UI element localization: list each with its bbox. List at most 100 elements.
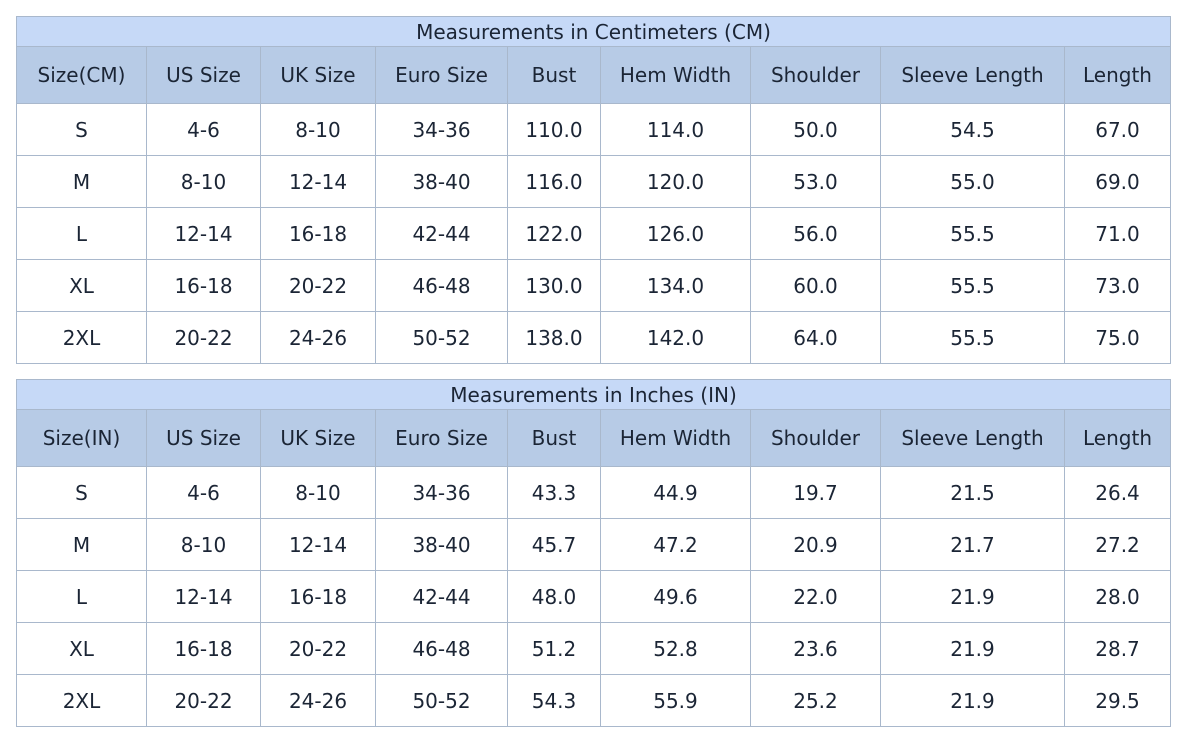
cell: 24-26 bbox=[260, 311, 376, 364]
cell: 138.0 bbox=[507, 311, 601, 364]
column-header: US Size bbox=[146, 409, 261, 467]
cell: 48.0 bbox=[507, 570, 601, 623]
cell: M bbox=[16, 155, 147, 208]
cell: 67.0 bbox=[1064, 103, 1171, 156]
cell: 20.9 bbox=[750, 518, 881, 571]
cell: 44.9 bbox=[600, 466, 751, 519]
cell: 21.9 bbox=[880, 674, 1065, 727]
column-header: Size(CM) bbox=[16, 46, 147, 104]
cell: 20-22 bbox=[260, 622, 376, 675]
cell: S bbox=[16, 466, 147, 519]
cell: 8-10 bbox=[260, 466, 376, 519]
column-header: UK Size bbox=[260, 409, 376, 467]
cell: 12-14 bbox=[146, 570, 261, 623]
cell: 20-22 bbox=[260, 259, 376, 312]
cell: 56.0 bbox=[750, 207, 881, 260]
column-header: Euro Size bbox=[375, 46, 508, 104]
cell: 42-44 bbox=[375, 570, 508, 623]
column-header: Length bbox=[1064, 46, 1171, 104]
cell: 21.9 bbox=[880, 622, 1065, 675]
cell: 12-14 bbox=[260, 518, 376, 571]
header-row: Size(IN) US Size UK Size Euro Size Bust Hem W… bbox=[16, 409, 1172, 467]
cell: 2XL bbox=[16, 674, 147, 727]
cell: 120.0 bbox=[600, 155, 751, 208]
cell: 110.0 bbox=[507, 103, 601, 156]
cell: 50.0 bbox=[750, 103, 881, 156]
cell: 46-48 bbox=[375, 622, 508, 675]
cell: 38-40 bbox=[375, 518, 508, 571]
cell: 55.5 bbox=[880, 207, 1065, 260]
cell: 71.0 bbox=[1064, 207, 1171, 260]
cell: 8-10 bbox=[146, 518, 261, 571]
column-header: UK Size bbox=[260, 46, 376, 104]
cell: 50-52 bbox=[375, 674, 508, 727]
cell: 50-52 bbox=[375, 311, 508, 364]
cell: 8-10 bbox=[260, 103, 376, 156]
cell: 55.0 bbox=[880, 155, 1065, 208]
data-row: XL 16-18 20-22 46-48 130.0 134.0 60.0 55.5 73.0 bbox=[16, 259, 1171, 312]
cell: L bbox=[16, 207, 147, 260]
cell: 20-22 bbox=[146, 674, 261, 727]
cell: 24-26 bbox=[260, 674, 376, 727]
cell: 23.6 bbox=[750, 622, 881, 675]
header-row: Size(CM) US Size UK Size Euro Size Bust Hem W… bbox=[16, 46, 1171, 104]
cell: 28.0 bbox=[1063, 570, 1172, 623]
cell: 126.0 bbox=[600, 207, 751, 260]
size-table: Measurements in Inches (IN) Size(IN) US Si… bbox=[15, 379, 1172, 727]
cell: 19.7 bbox=[750, 466, 881, 519]
cell: 54.5 bbox=[880, 103, 1065, 156]
column-header: Shoulder bbox=[750, 409, 881, 467]
data-row: XL 16-18 20-22 46-48 51.2 52.8 23.6 21.9 28.7 bbox=[16, 622, 1172, 675]
cell: 38-40 bbox=[375, 155, 508, 208]
data-row: L 12-14 16-18 42-44 48.0 49.6 22.0 21.9 28.0 bbox=[16, 570, 1172, 623]
cell: 29.5 bbox=[1063, 674, 1172, 727]
cell: 130.0 bbox=[507, 259, 601, 312]
column-header: Bust bbox=[507, 409, 601, 467]
cell: M bbox=[16, 518, 147, 571]
cell: 73.0 bbox=[1064, 259, 1171, 312]
data-row: S 4-6 8-10 34-36 43.3 44.9 19.7 21.5 26.4 bbox=[16, 466, 1172, 519]
column-header: Sleeve Length bbox=[880, 46, 1065, 104]
table-title: Measurements in Inches (IN) bbox=[15, 379, 1172, 410]
cell: 34-36 bbox=[375, 103, 508, 156]
data-row: M 8-10 12-14 38-40 45.7 47.2 20.9 21.7 27.2 bbox=[16, 518, 1172, 571]
title-row: Measurements in Inches (IN) bbox=[15, 379, 1172, 410]
cell: 16-18 bbox=[260, 570, 376, 623]
column-header: Euro Size bbox=[375, 409, 508, 467]
size-table: Measurements in Centimeters (CM) Size(CM)… bbox=[16, 16, 1171, 364]
cell: 116.0 bbox=[507, 155, 601, 208]
cell: 134.0 bbox=[600, 259, 751, 312]
cell: 46-48 bbox=[375, 259, 508, 312]
cell: 20-22 bbox=[146, 311, 261, 364]
column-header: Shoulder bbox=[750, 46, 881, 104]
cell: 4-6 bbox=[146, 103, 261, 156]
data-row: 2XL 20-22 24-26 50-52 138.0 142.0 64.0 55.5 75.0 bbox=[16, 311, 1171, 364]
cell: 49.6 bbox=[600, 570, 751, 623]
cell: 21.9 bbox=[880, 570, 1065, 623]
cell: 16-18 bbox=[146, 622, 261, 675]
title-row: Measurements in Centimeters (CM) bbox=[16, 16, 1171, 47]
column-header: US Size bbox=[146, 46, 261, 104]
cell: 52.8 bbox=[600, 622, 751, 675]
data-row: S 4-6 8-10 34-36 110.0 114.0 50.0 54.5 67.0 bbox=[16, 103, 1171, 156]
cell: 75.0 bbox=[1064, 311, 1171, 364]
data-row: L 12-14 16-18 42-44 122.0 126.0 56.0 55.5 71.0 bbox=[16, 207, 1171, 260]
cell: 55.5 bbox=[880, 259, 1065, 312]
column-header: Size(IN) bbox=[16, 409, 147, 467]
cell: 16-18 bbox=[146, 259, 261, 312]
cell: 43.3 bbox=[507, 466, 601, 519]
cell: 45.7 bbox=[507, 518, 601, 571]
cell: 22.0 bbox=[750, 570, 881, 623]
cell: 142.0 bbox=[600, 311, 751, 364]
column-header: Bust bbox=[507, 46, 601, 104]
cell: 4-6 bbox=[146, 466, 261, 519]
cell: 122.0 bbox=[507, 207, 601, 260]
cell: L bbox=[16, 570, 147, 623]
cell: 34-36 bbox=[375, 466, 508, 519]
table-title: Measurements in Centimeters (CM) bbox=[16, 16, 1171, 47]
cell: 27.2 bbox=[1063, 518, 1172, 571]
cell: 21.5 bbox=[880, 466, 1065, 519]
column-header: Sleeve Length bbox=[880, 409, 1065, 467]
cell: 53.0 bbox=[750, 155, 881, 208]
